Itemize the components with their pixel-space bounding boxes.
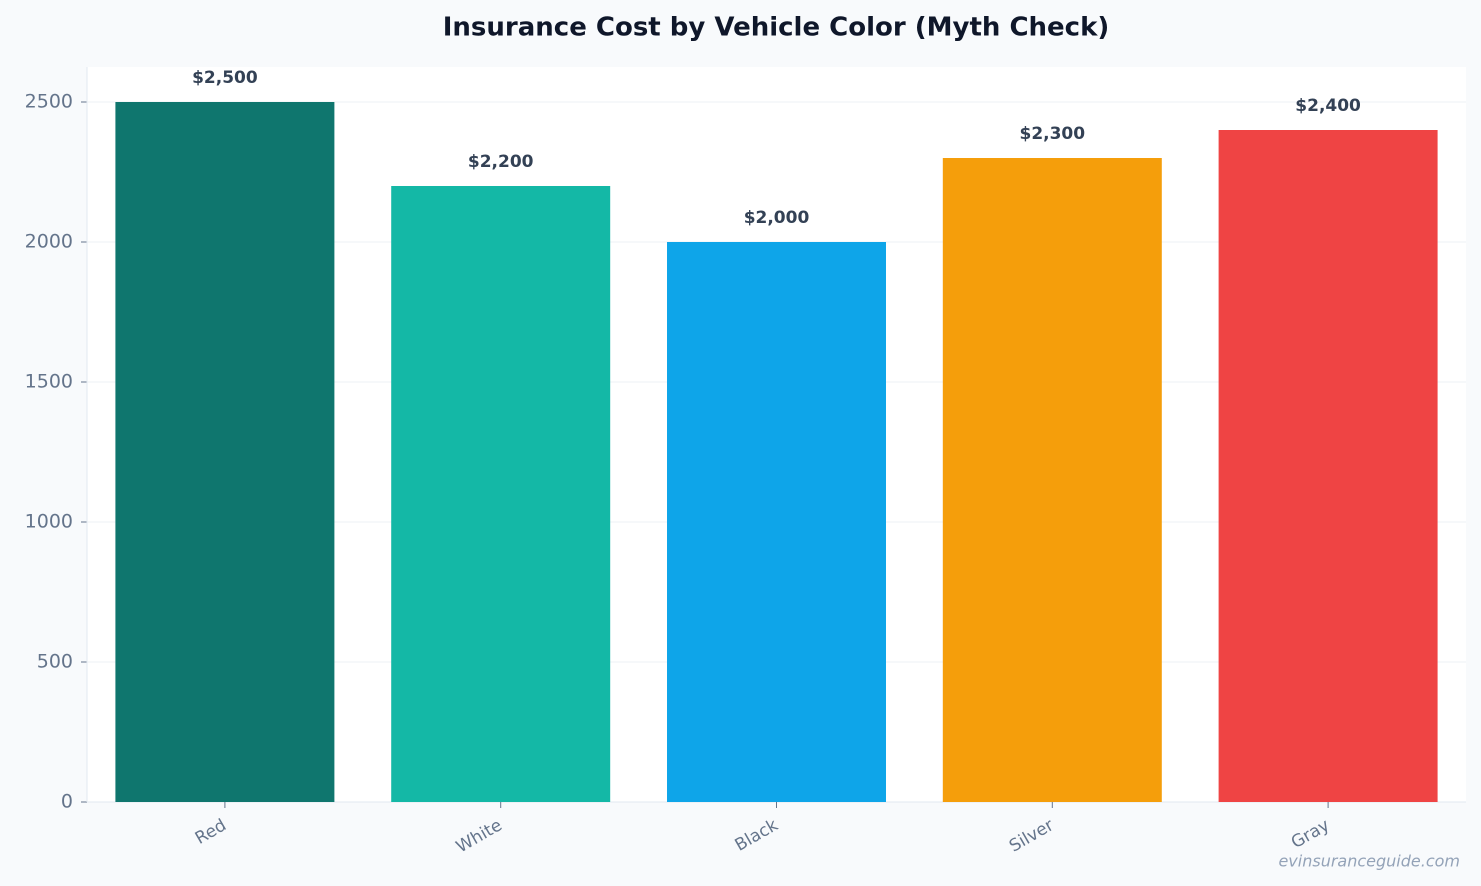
bar: [942, 158, 1162, 802]
y-tick-label: 0: [61, 791, 73, 813]
value-label: $2,500: [192, 68, 258, 88]
bar: [1218, 130, 1438, 802]
value-label: $2,300: [1019, 124, 1085, 144]
value-label: $2,400: [1295, 96, 1361, 116]
y-tick-label: 1500: [25, 371, 73, 393]
value-label: $2,000: [744, 208, 810, 228]
x-tick-label: White: [453, 815, 506, 857]
x-tick-label: Gray: [1288, 815, 1333, 853]
value-label: $2,200: [468, 152, 534, 172]
x-tick-label: Silver: [1006, 815, 1057, 856]
watermark: evinsuranceguide.com: [1278, 852, 1460, 871]
chart-title: Insurance Cost by Vehicle Color (Myth Ch…: [443, 13, 1110, 43]
y-tick-label: 2000: [25, 231, 73, 253]
bar: [115, 102, 335, 802]
bar: [391, 186, 611, 802]
x-tick-label: Black: [732, 815, 782, 855]
y-tick-label: 2500: [25, 91, 73, 113]
x-tick-label: Red: [192, 815, 230, 848]
y-tick-label: 500: [37, 651, 73, 673]
bar: [667, 242, 886, 802]
y-tick-label: 1000: [25, 511, 73, 533]
